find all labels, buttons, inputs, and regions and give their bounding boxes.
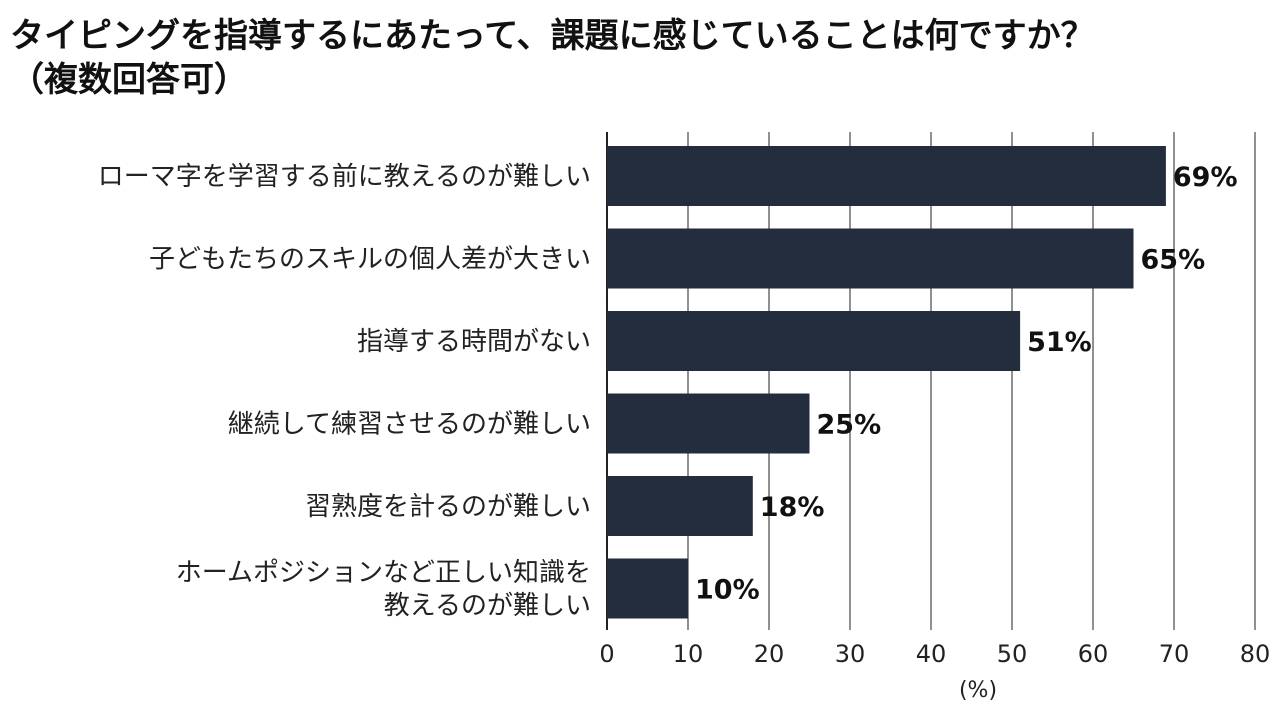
bar-1 [607,146,1166,206]
category-label-6-line-1: ホームポジションなど正しい知識を [176,558,591,588]
category-label-1-line-1: ローマ字を学習する前に教えるのが難しい [98,162,591,192]
bar-6 [607,558,688,619]
chart-title: タイピングを指導するにあたって、課題に感じていることは何ですか？ （複数回答可） [10,14,1272,102]
x-tick-label-60: 60 [1078,640,1109,668]
value-label-6: 10% [695,575,760,606]
bar-3 [607,311,1021,371]
x-tick-label-70: 70 [1159,640,1190,668]
x-axis-label: (%) [959,678,997,703]
category-label-4: 継続して練習させるのが難しい [228,410,591,440]
x-tick-label-50: 50 [997,640,1028,668]
bar-2 [607,228,1134,289]
x-tick-label-20: 20 [754,640,785,668]
x-tick-label-40: 40 [916,640,947,668]
category-label-5-line-1: 習熟度を計るのが難しい [305,492,591,522]
category-label-5: 習熟度を計るのが難しい [305,492,591,522]
value-label-5: 18% [760,492,825,523]
category-label-6: ホームポジションなど正しい知識を教えるのが難しい [176,558,591,621]
category-labels: ローマ字を学習する前に教えるのが難しい子どもたちのスキルの個人差が大きい指導する… [98,162,591,621]
bar-4 [607,393,810,454]
category-label-2: 子どもたちのスキルの個人差が大きい [149,245,591,275]
value-label-4: 25% [817,410,882,441]
x-tick-label-0: 0 [599,640,614,668]
grid-lines [606,132,1256,630]
value-label-3: 51% [1027,327,1092,358]
category-label-3: 指導する時間がない [357,327,591,357]
value-label-1: 69% [1173,162,1238,193]
value-label-2: 65% [1141,245,1206,276]
chart-title-line-1: タイピングを指導するにあたって、課題に感じていることは何ですか？ [10,16,1095,56]
category-label-1: ローマ字を学習する前に教えるのが難しい [98,162,591,192]
category-label-6-line-2: 教えるのが難しい [384,591,591,621]
x-axis-ticks: 0 10 20 30 40 50 60 70 80 (%) [599,640,1270,703]
bars [607,146,1166,619]
chart-title-line-2: （複数回答可） [10,60,248,100]
category-label-3-line-1: 指導する時間がない [357,327,591,357]
category-label-2-line-1: 子どもたちのスキルの個人差が大きい [149,245,591,275]
bar-5 [607,476,753,536]
value-labels: 69% 65% 51% 25% 18% 10% [695,162,1238,606]
x-tick-label-30: 30 [835,640,866,668]
category-label-4-line-1: 継続して練習させるのが難しい [228,410,591,440]
x-tick-label-80: 80 [1240,640,1271,668]
x-tick-label-10: 10 [673,640,704,668]
